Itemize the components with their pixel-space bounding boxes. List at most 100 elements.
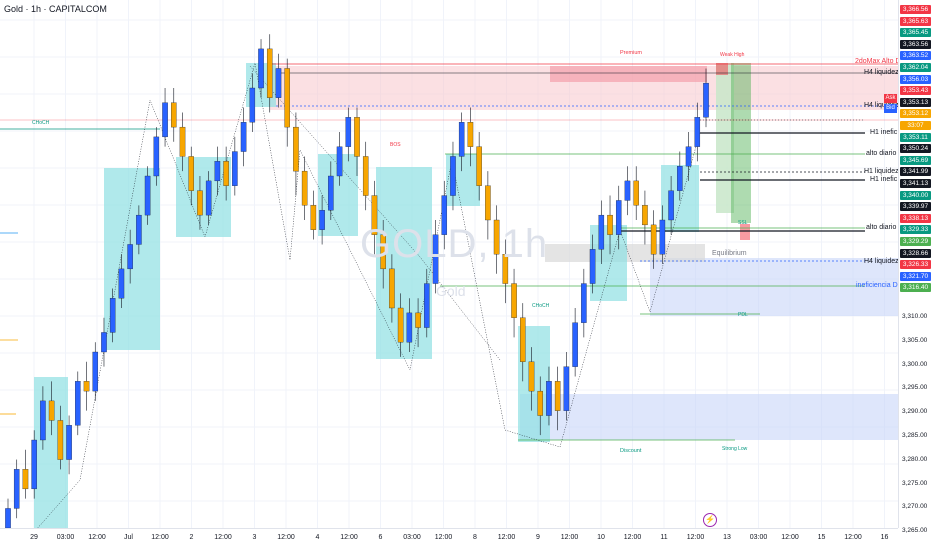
candle-body <box>485 185 491 221</box>
candle-body <box>205 180 212 216</box>
candle-body <box>328 175 334 211</box>
candle-body <box>476 146 482 186</box>
choch-label-2: CHoCH <box>532 303 550 309</box>
time-tick-label: 12:00 <box>340 534 358 541</box>
candle-body <box>109 298 116 333</box>
level-h4-liquidez-3: H4 liquidez <box>864 258 898 265</box>
candle-body <box>650 224 657 255</box>
candle-body <box>415 312 421 328</box>
candle-body <box>458 122 465 157</box>
time-tick-label: 12:00 <box>623 534 642 541</box>
candle-body <box>389 268 395 309</box>
time-tick-label: 8 <box>473 534 477 541</box>
candle-body <box>118 268 125 299</box>
time-axis[interactable]: 29 03:00 12:00 Jul 12:00 2 12:00 3 12:00 4 12:00 6 0… <box>0 528 898 551</box>
candle-body <box>144 175 151 216</box>
candle-body <box>371 195 378 235</box>
price-tick-label: 3,275.00 <box>902 479 928 487</box>
candle-body <box>162 102 168 138</box>
candle-body <box>624 180 631 201</box>
time-tick-label: 12:00 <box>781 534 799 541</box>
price-tag: 3,353.13 <box>900 97 931 107</box>
weak-high-label: Weak High <box>720 52 745 58</box>
pdl-label: PDL <box>738 312 748 318</box>
price-tag: 3,329.29 <box>900 237 931 246</box>
price-tick-label: 3,310.00 <box>902 313 928 320</box>
candle-body <box>615 200 622 235</box>
candle-body <box>703 82 709 118</box>
candle-body <box>406 312 413 343</box>
symbol-title[interactable]: Gold · 1h · CAPITALCOM <box>4 4 107 14</box>
price-tag: 3,356.03 <box>900 74 931 84</box>
candle-body <box>92 351 99 392</box>
candle-body <box>520 317 526 362</box>
candle-body <box>633 180 639 206</box>
candle-body <box>83 381 90 392</box>
time-tick-label: 12:00 <box>214 534 232 541</box>
candle-body <box>642 205 648 226</box>
level-2domax-alto: 2doMax Alto D <box>855 58 898 65</box>
premium-zone-dark <box>550 66 707 82</box>
candle-body <box>319 210 325 230</box>
candle-body <box>493 219 500 255</box>
time-tick-label: 4 <box>315 534 320 541</box>
candle-body <box>284 68 290 128</box>
candle-body <box>275 68 282 98</box>
level-alto-diario-1: alto diario <box>866 150 897 157</box>
time-tick-label: 12:00 <box>686 534 705 541</box>
candle-body <box>48 400 55 421</box>
price-tag: 3,316.40 <box>900 283 931 293</box>
candle-body <box>249 87 256 123</box>
time-tick-label: 12:00 <box>560 534 579 541</box>
candle-body <box>546 381 552 416</box>
price-tag: 33:07 <box>900 121 931 130</box>
symbol-watermark-sub: Gold <box>436 283 466 299</box>
candle-body <box>40 400 46 441</box>
ask-tag: Ask <box>884 94 897 103</box>
candle-body <box>441 195 448 235</box>
price-tag: 3,328.66 <box>900 248 931 258</box>
price-tag: 3,365.45 <box>900 28 931 38</box>
candle-body <box>432 234 439 284</box>
candle-body <box>598 214 605 250</box>
price-axis[interactable]: 3,366.56 3,365.63 3,365.45 3,363.56 3,363.52… <box>898 0 932 534</box>
candle-body <box>197 190 203 216</box>
ssl-label: SSL <box>738 220 748 226</box>
time-tick-label: 11 <box>660 534 668 541</box>
candle-body <box>223 161 229 186</box>
candle-body <box>240 122 247 152</box>
price-tick-label: 3,265.00 <box>902 527 928 535</box>
candle-body <box>171 102 177 128</box>
level-h4-liquidez-1: H4 liquidez <box>864 69 898 76</box>
candle-body <box>75 381 81 426</box>
discount-zone <box>520 394 898 440</box>
candle-body <box>694 117 701 147</box>
choch-label-1: CHoCH <box>32 120 50 126</box>
time-tick-label: Jul <box>124 534 133 541</box>
level-h1-inefic-1: H1 inefic <box>870 129 898 136</box>
candle-body <box>554 381 561 411</box>
chart-canvas[interactable] <box>0 0 898 528</box>
candle-body <box>450 156 456 196</box>
price-tick-label: 3,305.00 <box>902 336 928 344</box>
time-tick-label: 03:00 <box>403 534 421 541</box>
price-tick-label: 3,300.00 <box>902 360 928 368</box>
candle-body <box>424 283 430 328</box>
time-tick-label: 03:00 <box>749 534 768 541</box>
candle-body <box>31 439 37 490</box>
ineficiencia-zone <box>650 258 898 316</box>
price-tag: 3,362.04 <box>900 63 931 72</box>
level-equilibrium: Equilibrium <box>712 250 747 257</box>
price-tag: 3,345.69 <box>900 155 931 165</box>
candle-body <box>677 166 683 191</box>
candle-body <box>581 283 587 323</box>
time-tick-label: 03:00 <box>56 534 75 541</box>
level-h4-liquidez-2: H4 liquidez <box>864 102 898 109</box>
price-tag: 3,363.52 <box>900 51 931 61</box>
chart-plot-area[interactable]: Gold · 1h · CAPITALCOM GOLD, 1h Gold Pre… <box>0 0 898 528</box>
price-tag: 3,326.33 <box>900 260 931 270</box>
lightning-icon[interactable]: ⚡ <box>703 513 717 527</box>
candle-body <box>5 508 11 528</box>
price-tag: 3,341.99 <box>900 167 931 177</box>
